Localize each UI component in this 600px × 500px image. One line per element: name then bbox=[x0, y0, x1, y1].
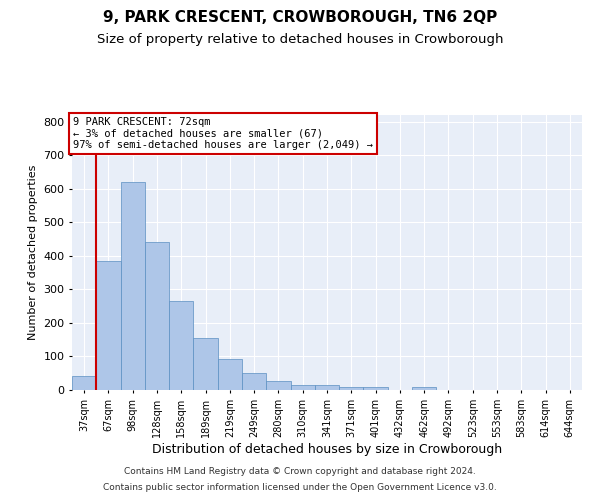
Bar bbox=[315, 385, 339, 390]
Bar bbox=[364, 386, 388, 390]
Bar bbox=[145, 242, 169, 390]
Bar bbox=[169, 301, 193, 390]
Bar bbox=[121, 182, 145, 390]
Bar bbox=[266, 380, 290, 390]
Bar bbox=[242, 372, 266, 390]
Text: 9 PARK CRESCENT: 72sqm
← 3% of detached houses are smaller (67)
97% of semi-deta: 9 PARK CRESCENT: 72sqm ← 3% of detached … bbox=[73, 116, 373, 150]
Bar bbox=[339, 386, 364, 390]
Bar bbox=[412, 388, 436, 390]
Text: Contains public sector information licensed under the Open Government Licence v3: Contains public sector information licen… bbox=[103, 484, 497, 492]
X-axis label: Distribution of detached houses by size in Crowborough: Distribution of detached houses by size … bbox=[152, 442, 502, 456]
Y-axis label: Number of detached properties: Number of detached properties bbox=[28, 165, 38, 340]
Text: 9, PARK CRESCENT, CROWBOROUGH, TN6 2QP: 9, PARK CRESCENT, CROWBOROUGH, TN6 2QP bbox=[103, 10, 497, 25]
Text: Size of property relative to detached houses in Crowborough: Size of property relative to detached ho… bbox=[97, 32, 503, 46]
Bar bbox=[218, 359, 242, 390]
Bar bbox=[72, 376, 96, 390]
Bar bbox=[193, 338, 218, 390]
Bar bbox=[96, 261, 121, 390]
Text: Contains HM Land Registry data © Crown copyright and database right 2024.: Contains HM Land Registry data © Crown c… bbox=[124, 467, 476, 476]
Bar bbox=[290, 385, 315, 390]
